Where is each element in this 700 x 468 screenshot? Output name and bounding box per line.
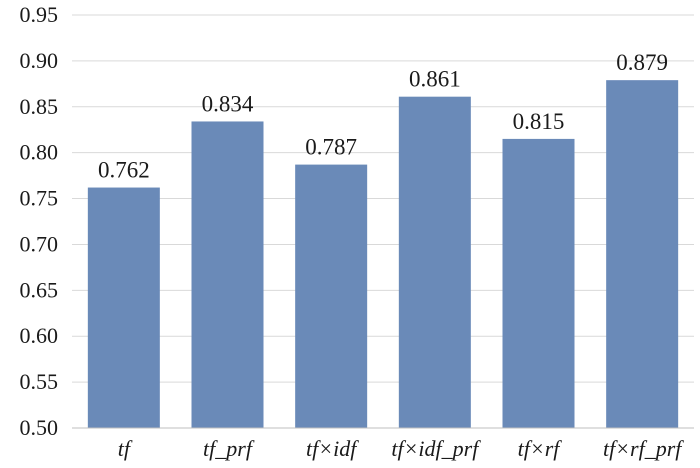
bar — [606, 80, 679, 428]
y-tick-label: 0.80 — [20, 140, 59, 165]
x-tick-label: tf×rf_prf — [603, 436, 684, 461]
bar — [191, 121, 264, 428]
data-label: 0.861 — [409, 67, 461, 92]
bar — [87, 187, 160, 428]
y-tick-label: 0.85 — [20, 94, 59, 119]
bars — [87, 80, 679, 428]
y-tick-labels: 0.50 0.55 0.60 0.65 0.70 0.75 0.80 0.85 0.90 0.95 — [20, 2, 59, 440]
data-label: 0.787 — [305, 135, 357, 160]
data-label: 0.815 — [513, 109, 565, 134]
x-tick-label: tf×idf_prf — [391, 436, 481, 461]
y-tick-label: 0.90 — [20, 48, 59, 73]
y-tick-label: 0.55 — [20, 369, 59, 394]
data-label: 0.762 — [98, 158, 150, 183]
y-tick-label: 0.95 — [20, 2, 59, 27]
bar — [295, 164, 368, 428]
y-tick-label: 0.65 — [20, 277, 59, 302]
y-tick-label: 0.70 — [20, 231, 59, 256]
x-tick-labels: tf tf_prf tf×idf tf×idf_prf tf×rf tf×rf_prf — [118, 436, 685, 461]
x-tick-label: tf — [118, 436, 133, 461]
x-tick-label: tf×rf — [518, 436, 563, 461]
data-labels: 0.762 0.834 0.787 0.861 0.815 0.879 — [98, 50, 668, 182]
x-tick-label: tf×idf — [306, 436, 359, 461]
data-label: 0.879 — [616, 50, 668, 75]
bar — [502, 138, 575, 428]
bar — [398, 96, 471, 428]
gridlines — [72, 14, 694, 383]
y-tick-label: 0.50 — [20, 415, 59, 440]
y-tick-label: 0.60 — [20, 323, 59, 348]
x-tick-label: tf_prf — [203, 436, 255, 461]
data-label: 0.834 — [202, 91, 254, 116]
y-tick-label: 0.75 — [20, 186, 59, 211]
